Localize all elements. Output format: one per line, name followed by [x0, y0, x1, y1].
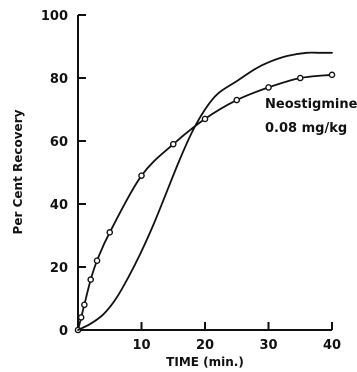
- x-tick-label: 40: [323, 338, 341, 353]
- data-point: [138, 172, 145, 179]
- data-point: [169, 140, 177, 148]
- y-axis-label: Per Cent Recovery: [11, 109, 25, 234]
- data-point: [93, 257, 101, 265]
- series-1-line: [77, 73, 333, 331]
- y-tick-label: 60: [50, 135, 68, 150]
- data-point: [106, 229, 114, 236]
- x-tick-label: 10: [132, 338, 150, 353]
- y-tick-label: 20: [50, 261, 68, 276]
- x-tick-label: 20: [196, 338, 214, 353]
- axes: [77, 15, 332, 331]
- data-point: [265, 84, 272, 91]
- x-ticks: 10 20 30 40: [132, 322, 341, 353]
- data-point: [328, 71, 336, 79]
- annotation-line-2: 0.08 mg/kg: [265, 121, 347, 136]
- data-point: [77, 314, 85, 321]
- data-point: [81, 301, 88, 309]
- series-layer: [74, 51, 336, 334]
- data-point: [233, 96, 241, 104]
- y-tick-label: 80: [50, 72, 68, 87]
- x-tick-label: 30: [259, 338, 277, 353]
- annotation-line-1: Neostigmine: [265, 97, 357, 112]
- y-tick-label: 100: [41, 9, 68, 24]
- y-tick-label: 40: [50, 198, 68, 213]
- y-tick-label: 0: [59, 324, 68, 339]
- series-2-line: [77, 51, 333, 331]
- y-ticks: 0 20 40 60 80 100: [41, 9, 86, 339]
- data-point: [87, 276, 94, 283]
- data-point: [296, 74, 304, 82]
- x-axis-label: TIME (min.): [166, 355, 244, 369]
- data-point: [201, 115, 209, 123]
